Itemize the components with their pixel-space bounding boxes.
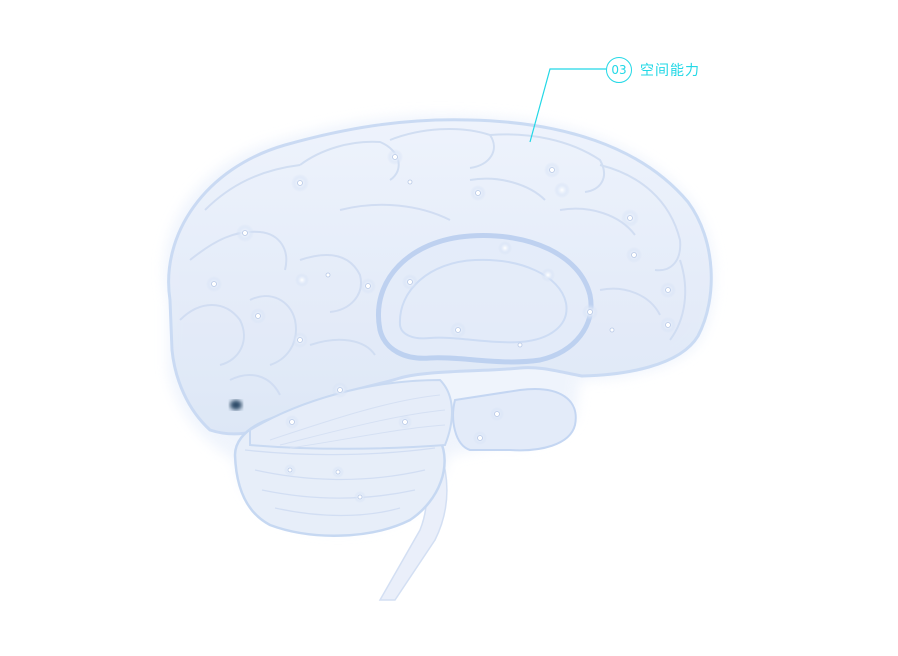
highlight-spot	[230, 400, 242, 410]
callout-label: 空间能力	[640, 63, 700, 79]
callout-number: 03	[606, 57, 632, 83]
callout-leader	[529, 68, 606, 143]
corpus-callosum	[376, 233, 594, 365]
callout: 03 空间能力	[606, 56, 700, 84]
neural-nodes	[206, 149, 676, 503]
